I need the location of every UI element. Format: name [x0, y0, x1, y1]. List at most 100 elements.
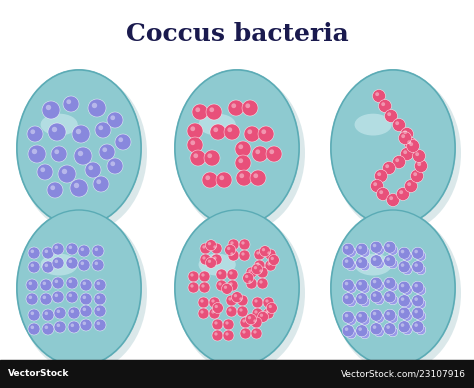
Circle shape [228, 297, 232, 301]
Circle shape [412, 149, 426, 163]
Circle shape [94, 305, 106, 317]
Circle shape [418, 253, 421, 256]
Circle shape [374, 170, 388, 182]
Circle shape [259, 269, 263, 273]
Circle shape [362, 263, 365, 266]
Circle shape [388, 281, 398, 291]
Circle shape [51, 146, 67, 162]
Circle shape [56, 324, 60, 327]
Circle shape [80, 293, 92, 305]
Circle shape [235, 141, 251, 157]
Circle shape [267, 262, 271, 266]
Circle shape [253, 319, 256, 322]
Circle shape [386, 194, 400, 206]
Circle shape [52, 243, 64, 255]
Circle shape [229, 282, 233, 286]
Circle shape [404, 327, 407, 330]
Circle shape [74, 183, 79, 188]
Circle shape [399, 132, 411, 144]
Circle shape [202, 245, 206, 249]
Circle shape [228, 127, 232, 132]
Circle shape [26, 279, 38, 291]
Ellipse shape [330, 209, 456, 367]
Circle shape [28, 145, 46, 163]
Circle shape [248, 316, 251, 319]
Circle shape [345, 295, 348, 299]
Circle shape [63, 96, 79, 112]
Circle shape [92, 259, 104, 271]
Circle shape [241, 241, 245, 244]
Ellipse shape [17, 210, 141, 366]
Ellipse shape [175, 210, 299, 366]
Circle shape [252, 146, 268, 162]
Ellipse shape [16, 69, 142, 227]
Circle shape [255, 149, 260, 154]
Circle shape [80, 305, 92, 317]
Circle shape [66, 257, 78, 269]
Circle shape [386, 257, 390, 261]
Circle shape [398, 307, 410, 319]
Circle shape [374, 259, 384, 269]
Circle shape [390, 247, 393, 250]
Circle shape [241, 252, 245, 256]
Circle shape [230, 252, 234, 256]
Ellipse shape [333, 213, 461, 373]
Circle shape [219, 175, 224, 180]
Circle shape [345, 282, 348, 285]
Circle shape [221, 283, 233, 294]
Circle shape [211, 299, 215, 303]
Circle shape [404, 267, 407, 270]
Circle shape [28, 323, 40, 335]
Circle shape [418, 327, 421, 330]
Ellipse shape [331, 210, 455, 366]
Circle shape [219, 282, 222, 286]
Circle shape [376, 247, 379, 250]
Circle shape [58, 165, 76, 183]
Circle shape [373, 325, 376, 329]
Circle shape [390, 297, 393, 300]
Circle shape [216, 269, 227, 280]
Circle shape [227, 269, 238, 280]
Text: Coccus bacteria: Coccus bacteria [126, 22, 348, 46]
Circle shape [412, 247, 424, 259]
Circle shape [236, 170, 252, 186]
Circle shape [212, 319, 223, 330]
Circle shape [213, 256, 217, 260]
Circle shape [386, 244, 390, 247]
Circle shape [99, 125, 103, 130]
Circle shape [207, 153, 212, 158]
Circle shape [27, 126, 43, 142]
Circle shape [81, 262, 84, 265]
Circle shape [395, 121, 399, 125]
Circle shape [348, 299, 351, 302]
Circle shape [346, 247, 356, 257]
Circle shape [268, 255, 279, 265]
Circle shape [42, 101, 60, 119]
Circle shape [410, 170, 423, 182]
Circle shape [26, 293, 38, 305]
Circle shape [238, 158, 243, 163]
Circle shape [226, 295, 237, 306]
Circle shape [258, 126, 274, 142]
Circle shape [376, 261, 379, 264]
Circle shape [370, 291, 382, 303]
Circle shape [40, 293, 52, 305]
Circle shape [82, 322, 86, 325]
Circle shape [70, 179, 88, 197]
Circle shape [227, 247, 230, 250]
Circle shape [215, 305, 218, 308]
Circle shape [416, 251, 426, 261]
Circle shape [404, 301, 407, 304]
Circle shape [192, 104, 208, 120]
Circle shape [376, 187, 390, 201]
Circle shape [376, 297, 379, 300]
Circle shape [255, 299, 257, 303]
Circle shape [210, 107, 214, 112]
Circle shape [69, 293, 72, 297]
Circle shape [360, 297, 370, 307]
Circle shape [30, 129, 35, 134]
Circle shape [252, 264, 263, 275]
Ellipse shape [355, 114, 392, 135]
Circle shape [225, 244, 236, 256]
Circle shape [28, 261, 40, 273]
